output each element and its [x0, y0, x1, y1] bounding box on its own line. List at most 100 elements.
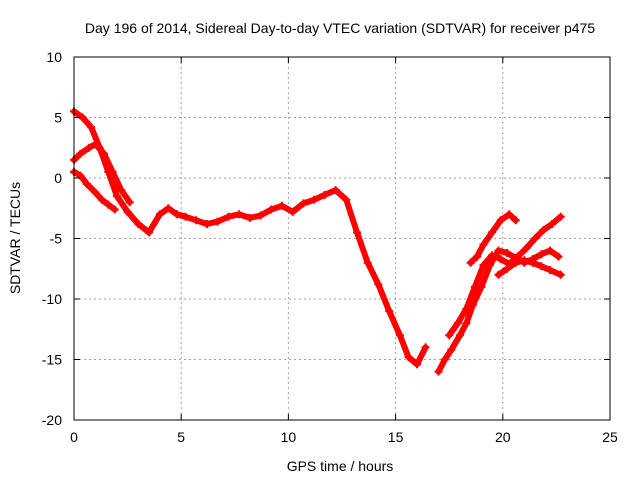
data-point: [104, 200, 113, 209]
x-tick-label: 20: [495, 429, 511, 445]
data-point: [76, 171, 85, 180]
data-point: [353, 228, 361, 237]
data-point: [503, 264, 512, 273]
data-layer: [70, 107, 565, 376]
data-point: [556, 270, 565, 279]
data-point: [522, 244, 531, 253]
data-point: [453, 319, 462, 328]
data-point: [385, 307, 394, 316]
data-point: [445, 331, 454, 340]
data-point: [363, 258, 372, 267]
data-point: [374, 280, 383, 289]
data-point: [554, 252, 563, 261]
x-tick-label: 5: [177, 429, 185, 445]
data-point: [117, 186, 126, 195]
data-point: [91, 140, 100, 149]
data-point: [278, 201, 286, 210]
data-point: [123, 207, 132, 216]
data-point: [82, 180, 91, 188]
x-tick-label: 0: [70, 429, 78, 445]
data-point: [496, 216, 505, 225]
series-band-e: [446, 213, 564, 339]
data-point: [108, 167, 117, 176]
data-point: [505, 210, 514, 219]
data-point: [503, 249, 512, 257]
data-point: [537, 250, 546, 259]
data-point: [145, 228, 153, 237]
x-tick-label: 10: [281, 429, 297, 445]
data-point: [421, 343, 430, 352]
data-point: [520, 256, 529, 265]
data-point: [466, 258, 475, 267]
data-point: [531, 234, 539, 243]
data-point: [511, 258, 520, 267]
data-point: [494, 246, 503, 255]
data-point: [172, 210, 181, 219]
x-axis-label: GPS time / hours: [287, 458, 394, 474]
data-point: [434, 367, 443, 376]
data-point: [288, 207, 297, 216]
y-tick-label: -20: [42, 412, 62, 428]
data-point: [556, 212, 565, 221]
data-point: [479, 240, 488, 249]
data-point: [125, 198, 134, 207]
y-tick-label: -5: [50, 231, 63, 247]
y-tick-label: 5: [54, 110, 62, 126]
data-point: [473, 252, 482, 261]
data-point: [546, 266, 554, 274]
data-point: [440, 355, 449, 364]
data-point: [462, 319, 471, 328]
data-point: [310, 195, 319, 204]
y-tick-label: -15: [42, 352, 62, 368]
data-point: [76, 149, 85, 158]
grid-layer: [74, 57, 610, 420]
data-point: [213, 217, 222, 226]
data-point: [155, 210, 164, 219]
data-point: [470, 282, 479, 291]
data-point: [100, 149, 108, 158]
y-tick-label: 10: [46, 49, 62, 65]
data-point: [479, 261, 488, 270]
data-point: [494, 270, 503, 279]
chart-title: Day 196 of 2014, Sidereal Day-to-day VTE…: [85, 20, 595, 36]
data-point: [97, 195, 106, 204]
x-tick-label: 25: [602, 429, 618, 445]
data-point: [539, 226, 548, 234]
data-point: [496, 255, 505, 264]
data-point: [256, 211, 265, 220]
data-point: [181, 212, 190, 221]
x-tick-label: 15: [388, 429, 404, 445]
data-point: [85, 143, 93, 152]
data-point: [202, 220, 211, 228]
data-point: [134, 220, 143, 228]
data-point: [331, 186, 340, 195]
y-tick-label: 0: [54, 170, 62, 186]
data-point: [267, 205, 276, 214]
data-point: [112, 192, 121, 201]
data-point: [455, 331, 464, 340]
data-point: [537, 262, 546, 271]
data-point: [528, 258, 537, 267]
data-point: [511, 216, 520, 225]
data-point: [395, 331, 404, 340]
data-point: [404, 353, 413, 362]
tick-layer: 0 5 10 15 20 25 -20 -15 -10 -5 0 5 10: [42, 49, 618, 445]
data-point: [488, 251, 497, 260]
data-point: [192, 216, 201, 225]
data-point: [548, 220, 557, 228]
data-point: [87, 123, 96, 132]
data-point: [546, 246, 554, 255]
data-point: [447, 345, 456, 354]
data-point: [320, 190, 329, 199]
data-point: [110, 205, 119, 214]
y-tick-label: -10: [42, 291, 62, 307]
data-point: [413, 360, 421, 369]
data-point: [299, 199, 308, 208]
data-point: [488, 228, 497, 237]
data-point: [91, 188, 100, 197]
data-point: [164, 204, 173, 213]
data-point: [235, 210, 244, 219]
data-point: [245, 213, 254, 222]
y-axis-label: SDTVAR / TECUs: [7, 182, 23, 294]
